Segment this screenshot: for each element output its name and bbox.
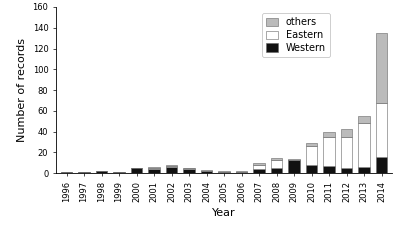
Bar	[96, 171, 107, 173]
Bar	[236, 172, 247, 173]
Bar	[358, 116, 370, 123]
Bar	[78, 172, 90, 173]
Bar	[271, 160, 282, 168]
Bar	[341, 128, 352, 137]
Bar	[148, 168, 160, 169]
Bar	[148, 167, 160, 168]
Bar	[306, 165, 317, 173]
X-axis label: Year: Year	[212, 208, 236, 218]
Bar	[288, 159, 300, 160]
Bar	[201, 170, 212, 171]
Bar	[201, 171, 212, 173]
Bar	[376, 157, 387, 173]
Bar	[253, 163, 265, 165]
Bar	[376, 33, 387, 103]
Bar	[148, 169, 160, 173]
Bar	[306, 143, 317, 146]
Bar	[131, 168, 142, 173]
Bar	[376, 103, 387, 157]
Bar	[358, 123, 370, 167]
Bar	[358, 167, 370, 173]
Bar	[236, 171, 247, 172]
Bar	[166, 167, 177, 173]
Bar	[288, 160, 300, 173]
Bar	[271, 158, 282, 160]
Bar	[323, 132, 335, 137]
Bar	[341, 168, 352, 173]
Bar	[113, 172, 125, 173]
Bar	[218, 171, 230, 172]
Bar	[323, 166, 335, 173]
Bar	[323, 137, 335, 166]
Legend: others, Eastern, Western: others, Eastern, Western	[262, 13, 330, 57]
Bar	[341, 137, 352, 168]
Bar	[306, 146, 317, 165]
Bar	[271, 168, 282, 173]
Bar	[253, 165, 265, 169]
Bar	[61, 172, 72, 173]
Bar	[166, 165, 177, 166]
Bar	[183, 169, 195, 173]
Y-axis label: Number of records: Number of records	[17, 38, 27, 142]
Bar	[183, 168, 195, 169]
Bar	[253, 169, 265, 173]
Bar	[166, 166, 177, 167]
Bar	[218, 172, 230, 173]
